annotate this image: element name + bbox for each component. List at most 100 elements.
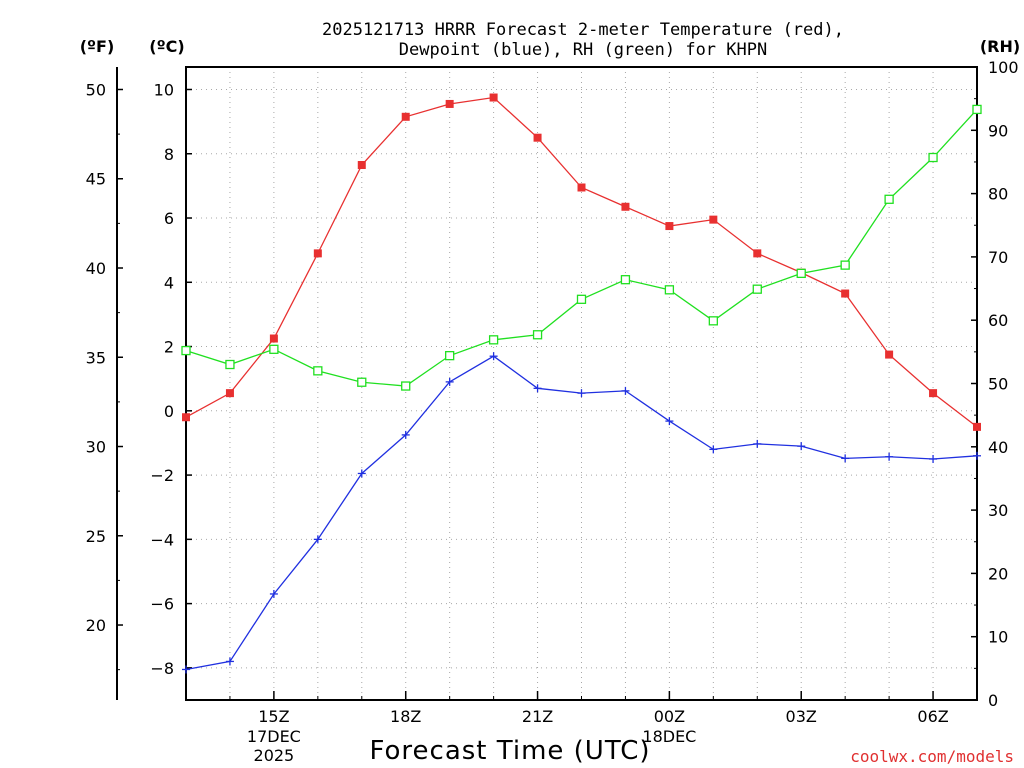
x-tick-date-label: 17DEC [247, 727, 301, 746]
x-tick-label: 00Z [654, 707, 685, 726]
2-meter-temperature-point [533, 133, 542, 142]
rh-tick-label: 70 [988, 248, 1008, 267]
dewpoint-point [225, 657, 234, 666]
dewpoint-point [313, 535, 322, 544]
2-meter-temperature-point [665, 222, 674, 231]
rh-tick-label: 90 [988, 121, 1008, 140]
rh-point [752, 284, 762, 294]
2-meter-temperature-point [841, 289, 850, 298]
celsius-unit-label: (ºC) [149, 37, 184, 56]
celsius-tick-label: 2 [164, 338, 174, 357]
rh-tick-label: 0 [988, 691, 998, 710]
dewpoint-point [489, 352, 498, 361]
rh-point [796, 268, 806, 279]
rh-unit-label: (RH) [980, 37, 1020, 56]
fahrenheit-unit-label: (ºF) [80, 37, 115, 56]
dewpoint-point [929, 455, 938, 464]
fahrenheit-tick-label: 50 [86, 80, 106, 99]
rh-point [225, 359, 235, 370]
rh-tick-label: 20 [988, 564, 1008, 583]
dewpoint-point [533, 384, 542, 393]
rh-tick-label: 80 [988, 185, 1008, 204]
rh-point [840, 260, 850, 270]
2-meter-temperature-point [577, 183, 586, 192]
plot-frame [185, 66, 978, 701]
x-tick-label: 06Z [917, 707, 948, 726]
2-meter-temperature-point [182, 413, 190, 422]
dewpoint-point [885, 452, 894, 461]
rh-tick-label: 40 [988, 438, 1008, 457]
2-meter-temperature-point [269, 334, 278, 343]
rh-point [928, 152, 938, 163]
2-meter-temperature-point [445, 99, 454, 108]
2-meter-temperature-point [225, 389, 234, 398]
celsius-tick-label: −4 [150, 530, 174, 549]
fahrenheit-tick-label: 40 [86, 259, 106, 278]
2-meter-temperature-point [973, 422, 981, 431]
x-tick-label: 18Z [390, 707, 421, 726]
rh-point [884, 194, 894, 204]
gridlines [186, 67, 977, 700]
rh-point [708, 316, 718, 326]
rh-point [357, 377, 367, 387]
celsius-tick-label: 8 [164, 145, 174, 164]
celsius-tick-label: 0 [164, 402, 174, 421]
x-tick-label: 15Z [258, 707, 289, 726]
rh-tick-label: 10 [988, 628, 1008, 647]
axes: −8−6−4−202468100102030405060708090100202… [86, 58, 1019, 765]
dewpoint-point [182, 665, 190, 674]
rh-point [488, 335, 499, 345]
2-meter-temperature-point [709, 215, 718, 224]
rh-point [445, 350, 455, 361]
rh-point [181, 345, 191, 356]
dewpoint-point [269, 589, 278, 598]
chart-title-line2: Dewpoint (blue), RH (green) for KHPN [399, 40, 767, 60]
dewpoint-point [445, 377, 454, 386]
dewpoint-point [841, 454, 850, 463]
dewpoint-point [753, 439, 762, 448]
rh-tick-label: 100 [988, 58, 1019, 77]
2-meter-temperature-point [885, 350, 894, 359]
2-meter-temperature-point [753, 249, 762, 258]
x-tick-year-label: 2025 [254, 746, 295, 765]
2-meter-temperature-point [401, 112, 410, 121]
2-meter-temperature-point [357, 161, 366, 170]
series [181, 93, 982, 674]
celsius-tick-label: −6 [150, 595, 174, 614]
x-axis-title: Forecast Time (UTC) [369, 736, 650, 766]
2-meter-temperature-point [489, 93, 498, 102]
2-meter-temperature-point [929, 389, 938, 398]
fahrenheit-tick-label: 35 [86, 348, 106, 367]
dewpoint-point [709, 445, 718, 454]
rh-tick-label: 30 [988, 501, 1008, 520]
dewpoint-point [665, 417, 674, 426]
fahrenheit-tick-label: 30 [86, 438, 106, 457]
rh-point [972, 104, 982, 115]
x-tick-label: 03Z [786, 707, 817, 726]
celsius-tick-label: 10 [154, 80, 174, 99]
fahrenheit-tick-label: 25 [86, 527, 106, 546]
dewpoint-point [797, 442, 806, 451]
2-meter-temperature-point [313, 249, 322, 258]
fahrenheit-tick-label: 45 [86, 170, 106, 189]
2-meter-temperature-point [621, 202, 630, 211]
chart-title-line1: 2025121713 HRRR Forecast 2-meter Tempera… [322, 20, 844, 40]
x-tick-date-label: 18DEC [642, 727, 696, 746]
rh-tick-label: 60 [988, 311, 1008, 330]
celsius-tick-label: 6 [164, 209, 174, 228]
rh-point [313, 366, 323, 376]
rh-point [664, 285, 675, 295]
rh-point [576, 294, 587, 304]
credit-text: coolwx.com/models [850, 747, 1014, 766]
dewpoint-point [357, 469, 366, 478]
dewpoint-point [401, 430, 410, 439]
celsius-tick-label: 4 [164, 273, 174, 292]
rh-tick-label: 50 [988, 375, 1008, 394]
rh-point [620, 275, 631, 285]
rh-point [269, 344, 279, 354]
celsius-tick-label: −8 [150, 659, 174, 678]
x-tick-label: 21Z [522, 707, 553, 726]
dewpoint-point [621, 386, 630, 395]
celsius-tick-label: −2 [150, 466, 174, 485]
dewpoint-point [973, 451, 981, 460]
